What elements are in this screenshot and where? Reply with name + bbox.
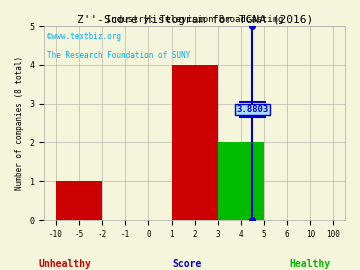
Bar [79,181,102,220]
Y-axis label: Number of companies (8 total): Number of companies (8 total) [15,56,24,190]
Text: The Research Foundation of SUNY: The Research Foundation of SUNY [47,51,191,60]
Text: Healthy: Healthy [289,259,330,269]
Title: Z''-Score Histogram for TGNA (2016): Z''-Score Histogram for TGNA (2016) [77,15,313,25]
Text: Unhealthy: Unhealthy [39,259,91,269]
Bar [56,181,79,220]
Text: Score: Score [172,259,202,269]
Text: ©www.textbiz.org: ©www.textbiz.org [47,32,121,41]
Bar [218,143,264,220]
Bar [171,65,218,220]
Text: Industry: Television Broadcasting: Industry: Television Broadcasting [106,15,283,24]
Text: 3.8803: 3.8803 [237,105,269,114]
